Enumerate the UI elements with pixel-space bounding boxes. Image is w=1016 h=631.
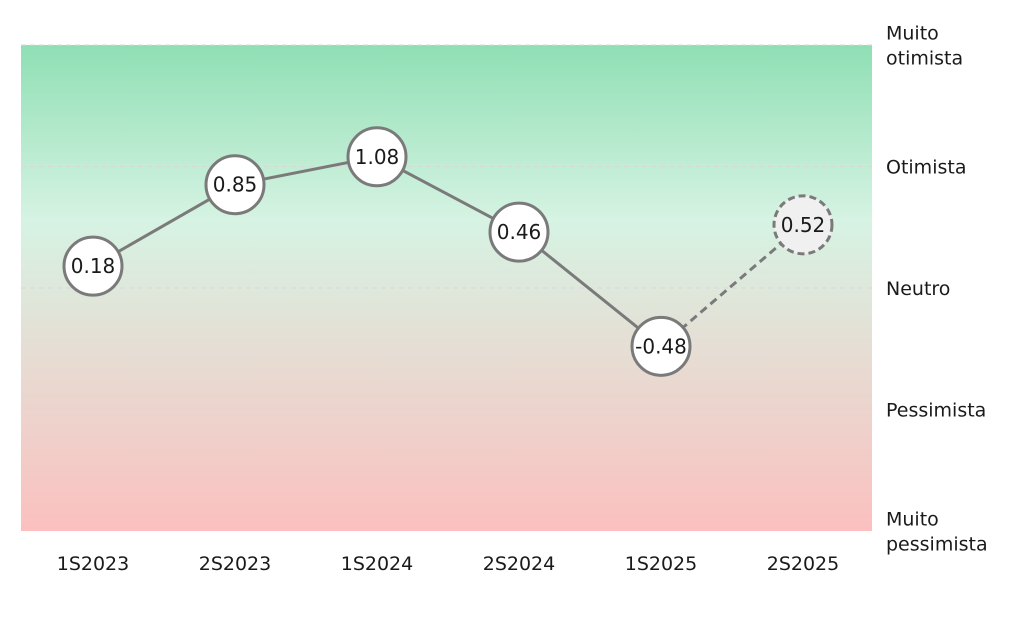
point-marker [346, 126, 408, 188]
x-tick-label: 2S2024 [483, 553, 556, 575]
data-label: 0.52 [781, 213, 826, 237]
sentiment-label-line: pessimista [886, 534, 988, 556]
data-label: 0.46 [497, 220, 542, 244]
sentiment-label: Otimista [886, 157, 966, 179]
point-marker [62, 235, 124, 297]
sentiment-label: Muito otimista [886, 23, 963, 70]
projected-series-line [660, 223, 804, 348]
sentiment-axis-labels: Muito otimista Otimista Neutro Pessimista Mui… [886, 23, 988, 556]
point-marker [488, 201, 550, 263]
point-marker [630, 315, 692, 377]
sentiment-label: Pessimista [886, 400, 986, 422]
sentiment-label: Neutro [886, 278, 950, 300]
data-label: -0.48 [635, 334, 687, 358]
gridlines [21, 44, 872, 410]
x-tick-label: 2S2025 [767, 553, 840, 575]
data-label: 1.08 [355, 145, 400, 169]
data-label: 0.18 [71, 254, 116, 278]
data-markers: 0.18 0.85 1.08 0.46 -0.48 0.52 [62, 126, 834, 377]
sentiment-label-line: Pessimista [886, 400, 986, 422]
sentiment-label-line: otimista [886, 48, 963, 70]
sentiment-label-line: Neutro [886, 278, 950, 300]
sentiment-label-line: Muito [886, 509, 939, 531]
data-label: 0.85 [213, 173, 258, 197]
x-tick-label: 1S2023 [57, 553, 130, 575]
sentiment-label: Muito pessimista [886, 509, 988, 556]
x-axis-ticks: 1S2023 2S2023 1S2024 2S2024 1S2025 2S2025 [57, 553, 840, 575]
x-tick-label: 1S2025 [625, 553, 698, 575]
sentiment-label-line: Muito [886, 23, 939, 45]
x-tick-label: 1S2024 [341, 553, 414, 575]
projected-point-marker [772, 194, 834, 256]
sentiment-label-line: Otimista [886, 157, 966, 179]
point-marker [204, 154, 266, 216]
x-tick-label: 2S2023 [199, 553, 272, 575]
